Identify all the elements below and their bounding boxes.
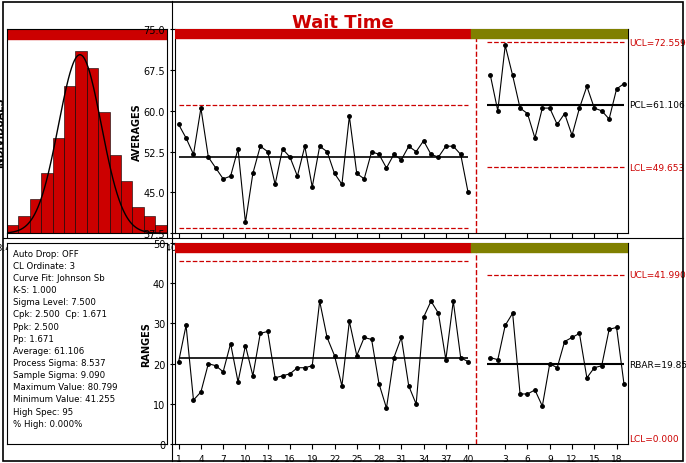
Bar (64, 87, 75, 234)
Y-axis label: INDIVIDUALS: INDIVIDUALS (0, 97, 5, 167)
Bar (175, 30, 471, 39)
Bar (110, 156, 121, 234)
Text: Wait Time: Wait Time (292, 14, 394, 32)
Text: PCL=61.106: PCL=61.106 (629, 101, 685, 110)
Text: UCL=72.559: UCL=72.559 (629, 39, 686, 48)
Y-axis label: AVERAGES: AVERAGES (132, 103, 142, 161)
Bar (471, 30, 628, 39)
Bar (7, 30, 167, 40)
Bar (98, 113, 110, 234)
Y-axis label: RANGES: RANGES (141, 321, 152, 366)
Text: LCL=0.000: LCL=0.000 (629, 434, 678, 443)
Bar (132, 208, 144, 234)
Bar (155, 225, 167, 234)
Bar (19, 217, 29, 234)
Bar (41, 173, 53, 234)
Text: Auto Drop: OFF
CL Ordinate: 3
Curve Fit: Johnson Sb
K-S: 1.000
Sigma Level: 7.50: Auto Drop: OFF CL Ordinate: 3 Curve Fit:… (13, 249, 118, 428)
Bar (175, 243, 471, 252)
Text: RBAR=19.858: RBAR=19.858 (629, 360, 686, 369)
Bar (7, 225, 19, 234)
Bar (144, 217, 155, 234)
Bar (471, 243, 628, 252)
Bar (86, 69, 98, 234)
Bar (29, 199, 41, 234)
Bar (75, 52, 86, 234)
Bar (53, 138, 64, 234)
Text: LCL=49.653: LCL=49.653 (629, 163, 685, 172)
Bar (121, 182, 132, 234)
Text: UCL=41.990: UCL=41.990 (629, 271, 686, 280)
